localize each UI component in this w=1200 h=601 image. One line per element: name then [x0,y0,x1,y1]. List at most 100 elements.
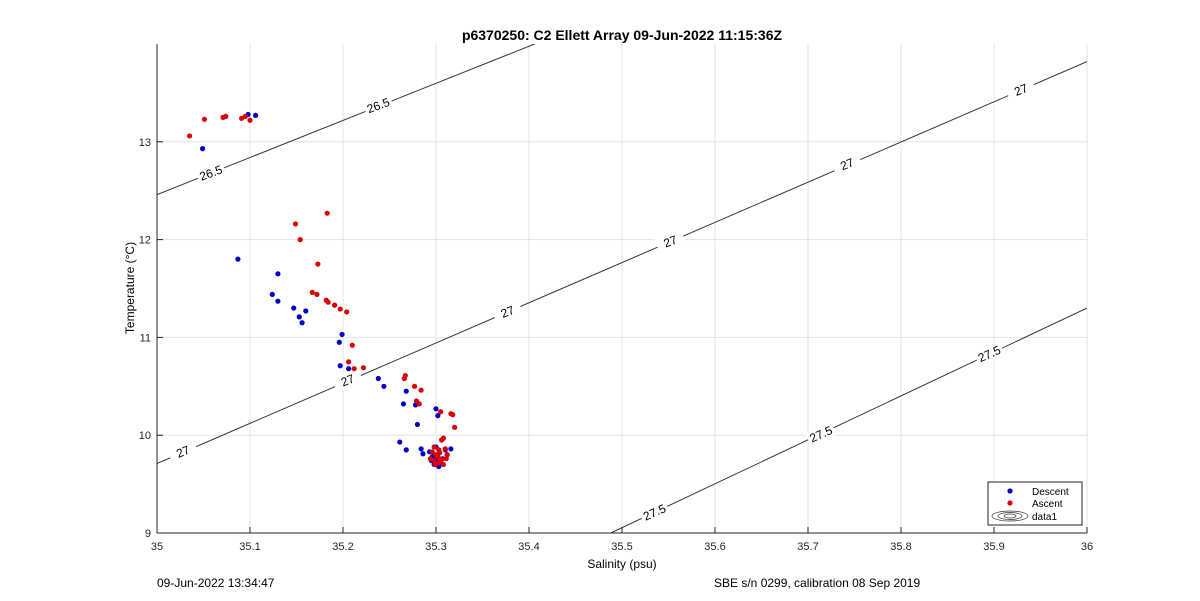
legend-data1-label: data1 [1032,512,1057,523]
ascent-point [438,409,444,415]
descent-point [303,308,309,314]
ascent-point [435,454,441,460]
descent-point [299,320,305,326]
ascent-point [345,359,352,365]
contour-label-bg [973,341,1005,367]
descent-point [397,439,403,445]
ascent-point [429,449,435,455]
descent-point [375,375,381,382]
contour-label-bg [654,228,686,254]
ascent-point [186,133,193,139]
descent-point [433,406,439,412]
ascent-point [442,446,448,452]
x-tick-label: 35.7 [797,541,818,553]
contour-label-bg [831,151,863,177]
descent-point [235,256,241,262]
descent-point [291,305,297,311]
ascent-point [351,366,357,372]
contour-label: 27 [174,443,192,461]
grid-lines [156,44,1088,534]
ascent-point [242,113,248,119]
legend-box [987,481,1083,526]
contour-label: 27 [838,155,856,173]
ascent-point [223,113,229,119]
descent-point [339,331,345,338]
contour-label-group: 27 [491,299,524,324]
descent-point [345,366,352,372]
x-tick-label: 35 [151,541,163,553]
x-tick-label: 35.8 [890,541,911,553]
y-tick-label: 9 [145,528,151,540]
descent-point [403,388,409,394]
tick-labels: 35 35.1 35.2 35.3 35.4 35.5 35.6 35.7 35.8 35.9 36… [139,137,1093,553]
legend-ascent-label: Ascent [1032,499,1063,510]
contour-label-bg [167,439,199,464]
ascent-point [416,401,422,407]
ascent-point [418,387,424,393]
contour-label-bg [1004,77,1037,102]
ascent-point [431,444,437,450]
chart-title: p6370250: C2 Ellett Array 09-Jun-2022 11… [462,27,783,43]
ascent-point [247,117,253,123]
ascent-point [360,365,367,371]
ascent-point [344,309,350,315]
x-tick-label: 35.6 [704,541,725,553]
contour-label-group: 27 [1004,77,1037,102]
contour-label: 27 [662,232,680,250]
legend-contour-icon [991,510,1029,522]
contour-label-bg [638,499,671,525]
ascent-point [437,450,443,456]
descent-point [448,446,454,452]
descent-point [269,291,275,297]
y-tick-label: 11 [140,332,151,344]
x-axis-label: Salinity (psu) [587,557,656,571]
ascent-point [427,456,434,462]
descent-point [420,451,426,457]
ascent-point [324,210,330,216]
legend-contour-icon [997,512,1023,520]
ascent-point [432,461,438,468]
descent-point [403,447,409,453]
data-points [186,111,458,470]
ascent-point [401,375,407,382]
contour-label: 27 [1012,81,1030,99]
contour-label-group: 27 [654,228,686,254]
descent-point [336,339,342,345]
footer-timestamp: 09-Jun-2022 13:34:47 [157,576,275,590]
ascent-point [444,452,450,458]
ascent-point [315,261,321,267]
ascent-point [292,221,299,227]
x-tick-label: 35.3 [425,541,446,553]
ascent-point [297,237,303,243]
y-tick-label: 10 [139,430,151,442]
footer-calibration: SBE s/n 0299, calibration 08 Sep 2019 [714,576,921,590]
ascent-point [325,299,331,305]
descent-point [252,112,259,118]
descent-point [381,383,387,389]
contour-label-bg [195,160,227,185]
descent-point [400,401,407,407]
ascent-point [452,424,458,430]
x-tick-label: 35.1 [239,541,260,553]
contour-label-bg [362,93,394,117]
contour-label-bg [804,421,837,447]
ascent-point [201,116,208,122]
ascent-point [412,383,418,389]
ascent-point [349,342,355,348]
ascent-point [337,306,343,312]
x-tick-label: 35.4 [518,541,539,553]
contour-label: 27 [339,371,357,389]
y-tick-label: 13 [139,137,151,149]
ascent-point [438,437,445,443]
contour-label-group: 27 [331,367,364,393]
legend-contour-icon [1003,513,1017,519]
descent-point [199,146,206,152]
contour-label: 27 [499,303,517,321]
x-tick-label: 36 [1081,541,1093,553]
descent-point [275,298,281,304]
x-tick-label: 35.9 [983,541,1004,553]
x-tick-label: 35.2 [332,541,353,553]
descent-point [414,421,420,428]
contour-label-bg [491,299,524,324]
